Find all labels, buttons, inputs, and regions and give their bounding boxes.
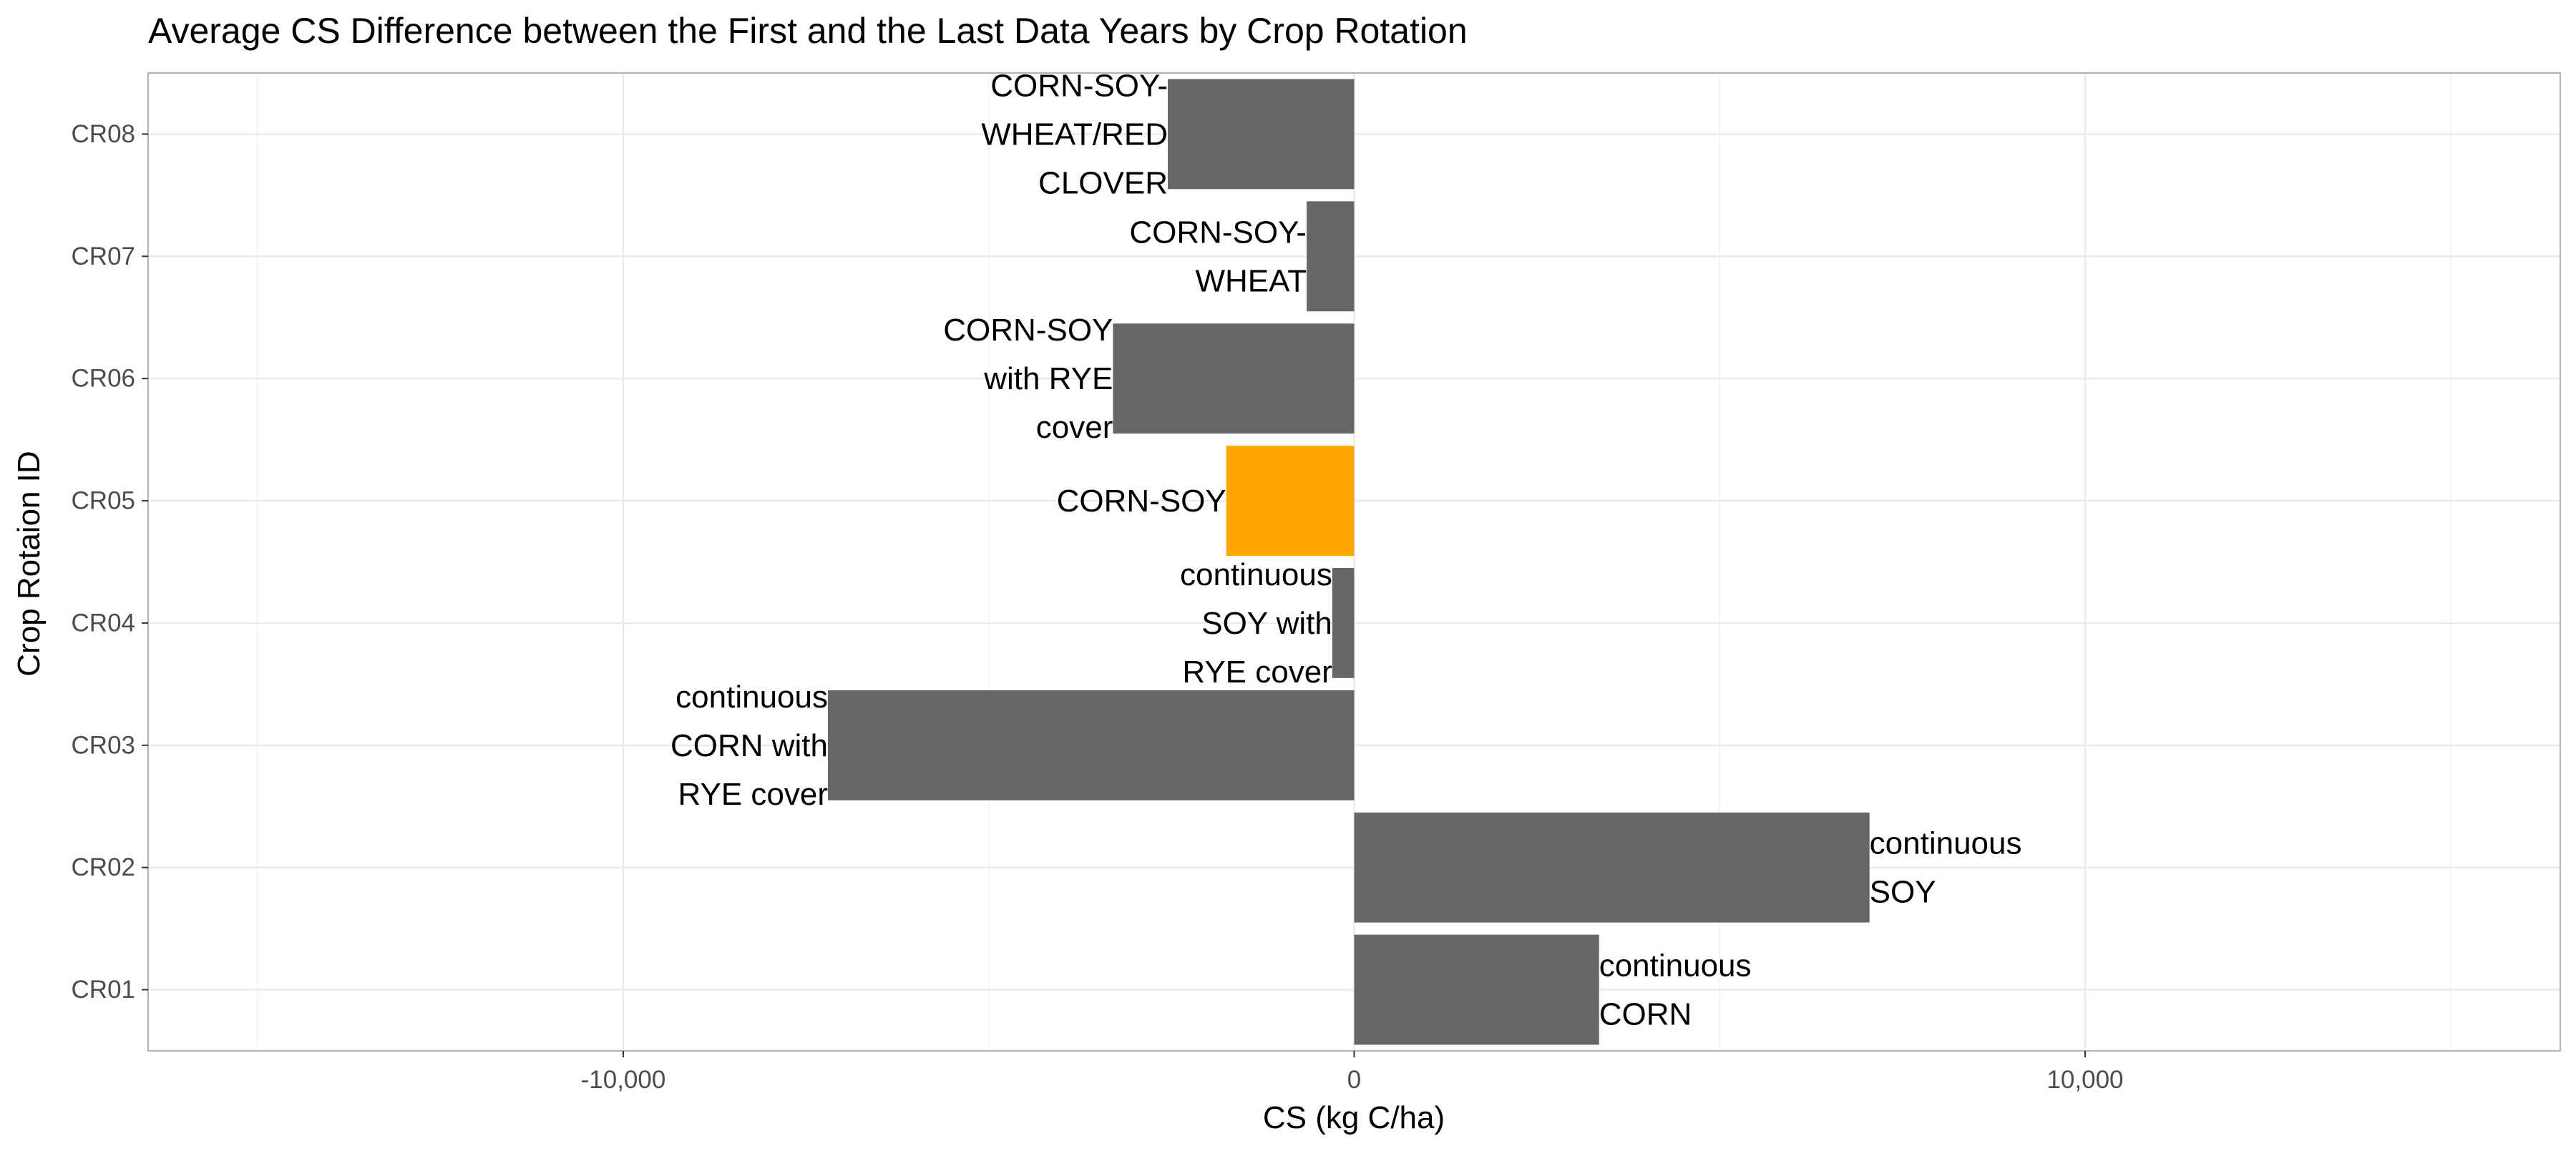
bar-cr03 (828, 690, 1355, 800)
bar-label-cr01: continuous CORN (1599, 948, 1752, 1032)
bar-label-cr07: CORN-SOY- WHEAT (1129, 215, 1307, 298)
bar-label-line: continuous (675, 679, 828, 714)
bar-cr07 (1307, 201, 1355, 312)
bar-label-cr05: CORN-SOY (1057, 484, 1226, 519)
bar-label-line: SOY with (1201, 605, 1332, 640)
y-tick-label-cr08: CR08 (72, 120, 135, 148)
x-tick-label: -10,000 (581, 1066, 666, 1094)
bar-label-line: CORN with (670, 728, 828, 763)
bar-cr05 (1226, 446, 1355, 556)
bar-label-cr08: CORN-SOY- WHEAT/RED CLOVER (981, 68, 1168, 200)
y-tick-label-cr04: CR04 (72, 609, 135, 637)
bar-label-line: WHEAT/RED (981, 117, 1168, 152)
y-tick-label-cr03: CR03 (72, 731, 135, 759)
bar-label-line: CORN-SOY (943, 313, 1113, 348)
bar-label-line: CORN (1599, 996, 1692, 1032)
bar-label-line: RYE cover (1182, 654, 1332, 689)
bars (828, 79, 1870, 1045)
bar-label-line: CORN-SOY- (1129, 215, 1307, 250)
bar-label-line: SOY (1870, 874, 1936, 909)
bar-cr06 (1113, 323, 1355, 434)
bar-label-line: CORN-SOY- (990, 68, 1168, 103)
bar-label-line: with RYE (983, 361, 1113, 396)
bar-label-line: CLOVER (1038, 165, 1168, 200)
bar-cr02 (1354, 812, 1870, 923)
bar-label-line: WHEAT (1195, 263, 1307, 298)
bar-labels: continuous CORN continuous SOY continuous COR… (670, 68, 2022, 1032)
bar-label-cr03: continuous CORN with RYE cover (670, 679, 828, 811)
y-axis-title: Crop Rotaion ID (11, 451, 47, 676)
bar-label-line: cover (1036, 410, 1113, 445)
y-tick-label-cr06: CR06 (72, 365, 135, 393)
bar-cr01 (1354, 934, 1599, 1045)
bar-label-cr06: CORN-SOY with RYE cover (943, 313, 1113, 445)
bar-label-line: continuous (1599, 948, 1752, 983)
bar-label-line: continuous (1180, 557, 1332, 592)
bar-cr08 (1168, 79, 1355, 190)
y-axis-ticks: CR01 CR02 CR03 CR04 CR05 CR06 CR07 CR08 (72, 120, 148, 1004)
bar-label-line: RYE cover (678, 776, 829, 811)
bar-label-line: continuous (1870, 826, 2022, 861)
bar-label-cr02: continuous SOY (1870, 826, 2022, 909)
x-tick-label: 10,000 (2046, 1066, 2123, 1094)
y-tick-label-cr02: CR02 (72, 853, 135, 881)
bar-label-cr04: continuous SOY with RYE cover (1180, 557, 1332, 689)
bar-cr04 (1332, 568, 1355, 678)
chart-title: Average CS Difference between the First … (148, 11, 1468, 51)
bar-label-line: CORN-SOY (1057, 484, 1226, 519)
x-axis-title: CS (kg C/ha) (1263, 1100, 1445, 1135)
x-axis-ticks: -10,000 0 10,000 (581, 1051, 2124, 1094)
y-tick-label-cr05: CR05 (72, 487, 135, 515)
y-tick-label-cr01: CR01 (72, 976, 135, 1004)
x-tick-label: 0 (1347, 1066, 1361, 1094)
y-tick-label-cr07: CR07 (72, 243, 135, 270)
